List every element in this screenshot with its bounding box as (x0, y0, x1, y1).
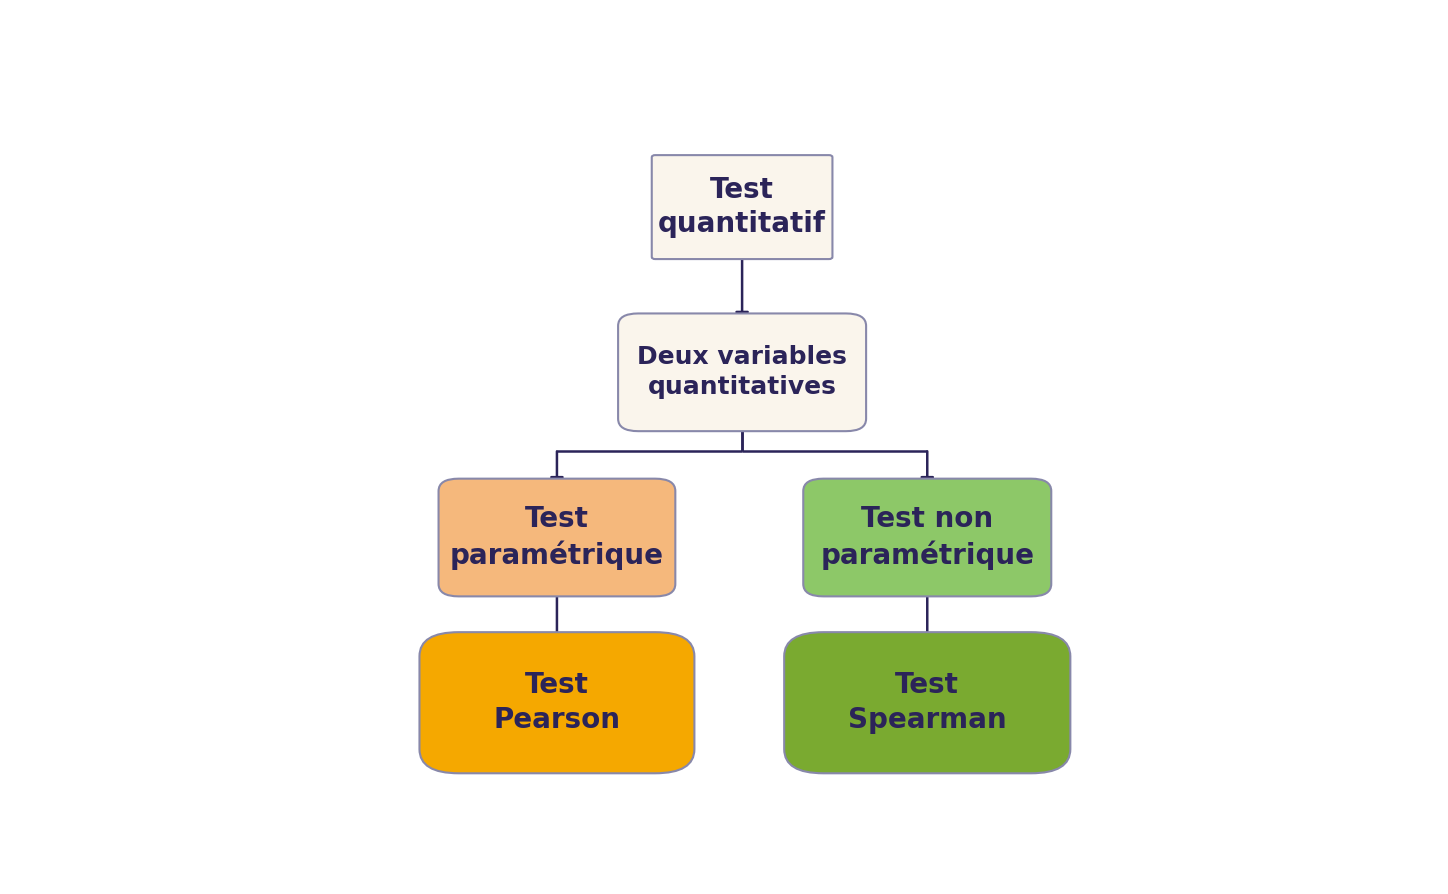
FancyBboxPatch shape (618, 314, 866, 431)
Text: Test
paramétrique: Test paramétrique (450, 505, 665, 569)
Text: Test
Spearman: Test Spearman (849, 671, 1006, 734)
FancyBboxPatch shape (804, 478, 1051, 596)
FancyBboxPatch shape (785, 632, 1070, 773)
FancyBboxPatch shape (420, 632, 695, 773)
Text: Test
quantitatif: Test quantitatif (657, 176, 827, 239)
Text: Test
Pearson: Test Pearson (494, 671, 620, 734)
Text: Test non
paramétrique: Test non paramétrique (820, 505, 1034, 569)
FancyBboxPatch shape (652, 156, 833, 259)
Text: Deux variables
quantitatives: Deux variables quantitatives (637, 345, 847, 399)
FancyBboxPatch shape (439, 478, 675, 596)
